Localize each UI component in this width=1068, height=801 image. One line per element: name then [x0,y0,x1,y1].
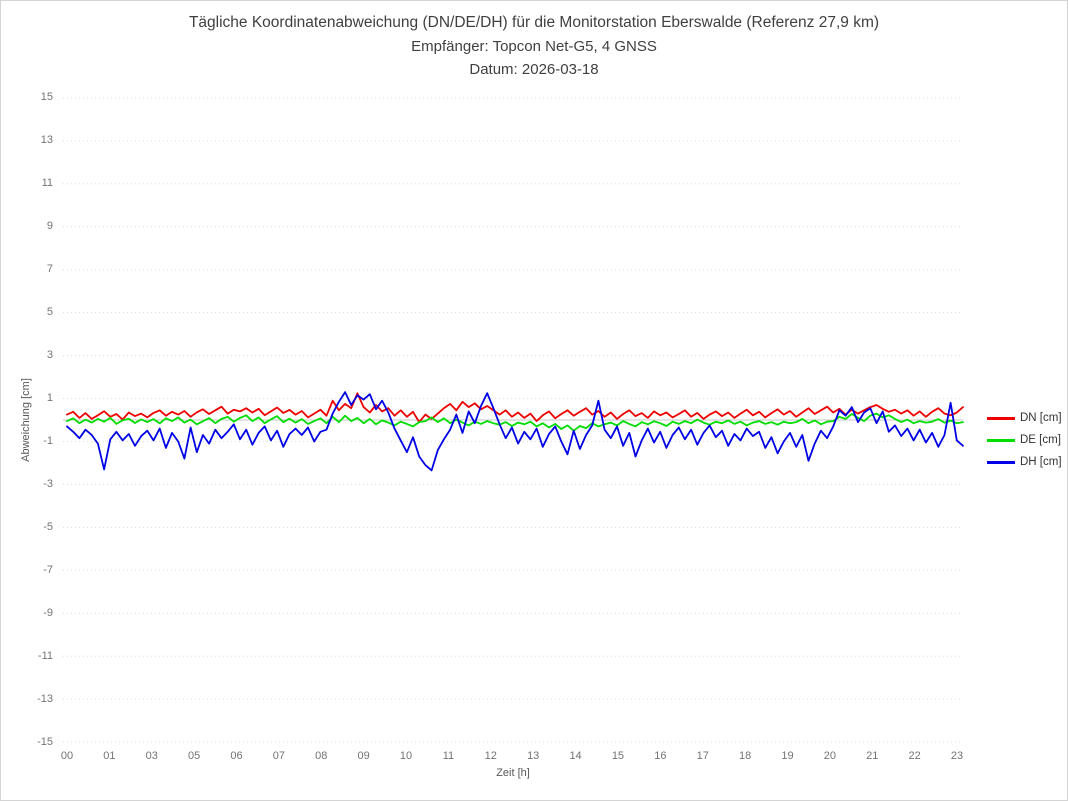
y-tick-label: -1 [43,434,53,447]
x-tick-label: 23 [950,750,964,762]
x-tick-label: 00 [60,750,74,762]
x-tick-label: 07 [272,750,286,762]
x-tick-label: 15 [611,750,625,762]
x-tick-label: 16 [654,750,667,762]
y-tick-label: 13 [40,134,53,147]
x-tick-label: 22 [908,750,921,762]
x-tick-label: 11 [442,750,455,762]
y-tick-label: 3 [46,349,53,362]
legend-label: DN [cm] [1020,412,1062,424]
y-tick-label: 5 [46,306,53,319]
x-tick-label: 20 [823,750,836,762]
y-tick-label: 15 [40,91,53,104]
chart-title: Tägliche Koordinatenabweichung (DN/DE/DH… [188,14,880,31]
legend-line-swatch [987,416,1015,420]
chart-title-block: Tägliche Koordinatenabweichung (DN/DE/DH… [1,11,1067,81]
y-tick-label: -5 [43,520,53,533]
y-tick-label: -9 [43,606,53,619]
x-axis-title: Zeit [h] [496,767,530,779]
y-tick-label: 1 [46,392,53,405]
x-tick-label: 09 [357,750,370,762]
x-tick-label: 08 [315,750,328,762]
y-tick-label: 11 [41,177,53,190]
y-tick-label: 9 [46,220,53,233]
y-tick-label: -7 [43,563,53,576]
x-tick-label: 05 [188,750,201,762]
x-tick-label: 06 [230,750,243,762]
x-tick-label: 01 [103,750,116,762]
legend-label: DE [cm] [1020,434,1061,446]
x-tick-label: 17 [696,750,709,762]
series-line-dh [66,391,964,472]
x-tick-label: 14 [569,750,582,762]
legend-item-de: DE [cm] [987,429,1062,451]
x-tick-label: 12 [484,750,497,762]
x-tick-label: 13 [527,750,540,762]
legend-item-dn: DN [cm] [987,407,1062,429]
chart-date: Datum: 2026-03-18 [469,61,599,78]
y-tick-label: 7 [46,263,53,276]
legend-line-swatch [987,438,1015,442]
series-line-de [66,412,964,432]
y-tick-label: -15 [37,735,53,748]
legend-label: DH [cm] [1020,456,1062,468]
x-tick-label: 18 [738,750,752,762]
series-line-dn [66,392,964,424]
legend-item-dh: DH [cm] [987,451,1062,473]
x-tick-label: 19 [781,750,794,762]
x-tick-label: 21 [866,750,879,762]
x-tick-label: 10 [399,750,413,762]
y-tick-label: -11 [37,649,53,662]
chart-subtitle: Empfänger: Topcon Net-G5, 4 GNSS [411,38,657,55]
legend-line-swatch [987,460,1015,464]
x-tick-label: 03 [145,750,158,762]
y-tick-label: -13 [37,692,53,705]
legend: DN [cm] DE [cm] DH [cm] [987,407,1062,473]
y-tick-label: -3 [43,477,53,490]
